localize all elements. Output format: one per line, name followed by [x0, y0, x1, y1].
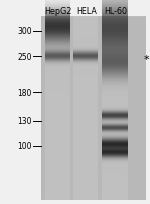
Text: 100: 100 [18, 141, 32, 150]
Text: 130: 130 [18, 117, 32, 126]
Text: *: * [144, 55, 150, 65]
Text: 250: 250 [18, 53, 32, 62]
Text: HELA: HELA [76, 7, 97, 16]
Text: HL-60: HL-60 [104, 7, 127, 16]
Text: 300: 300 [17, 27, 32, 36]
Text: HepG2: HepG2 [44, 7, 71, 16]
Text: 180: 180 [18, 88, 32, 97]
